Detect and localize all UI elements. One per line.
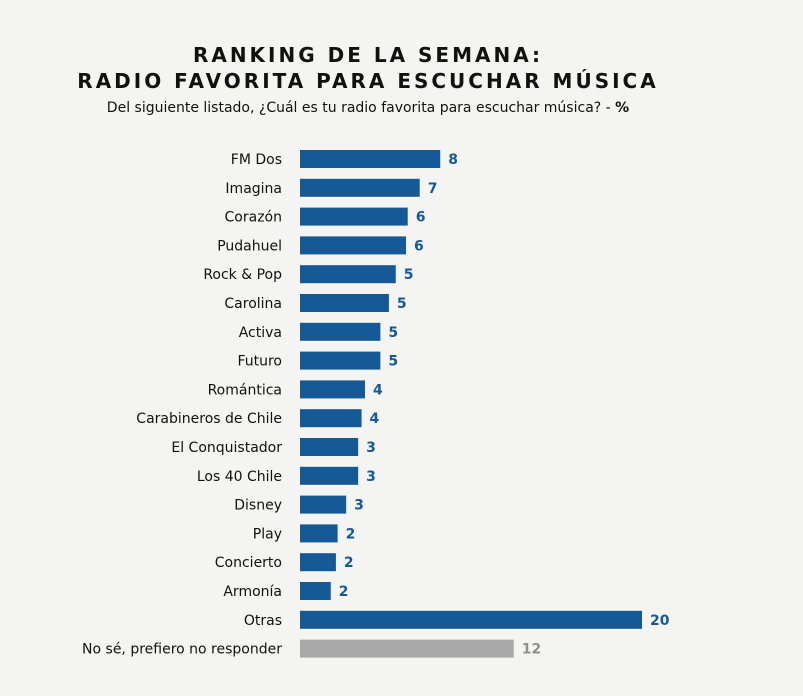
value-label: 3 [354,498,364,514]
bar [300,524,338,543]
bar [300,639,514,658]
bar [300,495,347,514]
value-label: 2 [339,584,349,600]
bar [300,294,389,312]
category-label: Pudahuel [217,238,282,254]
value-label: 3 [366,440,376,456]
bar [300,409,362,428]
bar [300,322,381,341]
category-label: Disney [234,498,282,514]
bar [300,553,336,572]
category-label: Otras [244,613,282,629]
category-label: Futuro [237,354,282,370]
category-label: Activa [239,325,282,341]
value-label: 3 [366,469,376,485]
category-label: FM Dos [231,152,282,168]
value-label: 5 [397,296,407,312]
value-label: 6 [416,210,426,226]
category-label: Carolina [224,296,282,312]
value-label: 2 [344,555,354,571]
category-label: Concierto [215,555,282,571]
value-label: 12 [522,642,541,658]
subtitle-text: Del siguiente listado, ¿Cuál es tu radio… [106,100,611,116]
category-label: Play [253,526,282,542]
category-label: El Conquistador [171,440,282,456]
chart-title-line2: RADIO FAVORITA PARA ESCUCHAR MÚSICA [77,69,659,93]
bar [300,610,642,629]
value-label: 5 [388,354,398,370]
bar [300,150,441,168]
value-label: 20 [650,613,670,629]
value-label: 8 [448,152,458,168]
bar [300,265,396,284]
category-label: Rock & Pop [203,267,282,283]
bar [300,178,420,197]
value-label: 5 [388,325,398,341]
category-label: Romántica [208,382,282,398]
bar [300,438,359,456]
value-label: 4 [370,411,380,427]
chart-subtitle: Del siguiente listado, ¿Cuál es tu radio… [0,100,736,116]
category-label: Armonía [223,584,282,600]
value-label: 7 [428,181,438,197]
category-label: Imagina [225,181,282,197]
category-label: Corazón [225,210,282,226]
value-label: 2 [346,526,356,542]
bar [300,236,407,255]
bar [300,207,408,226]
subtitle-unit: % [615,100,630,116]
value-label: 4 [373,382,383,398]
category-label: Los 40 Chile [197,469,282,485]
bar [300,582,331,600]
bar [300,380,365,399]
category-label: No sé, prefiero no responder [82,642,282,658]
value-label: 5 [404,267,414,283]
chart-title-line1: RANKING DE LA SEMANA: [192,43,544,67]
category-label: Carabineros de Chile [136,411,282,427]
bar [300,466,359,485]
bar [300,351,381,370]
value-label: 6 [414,238,424,254]
